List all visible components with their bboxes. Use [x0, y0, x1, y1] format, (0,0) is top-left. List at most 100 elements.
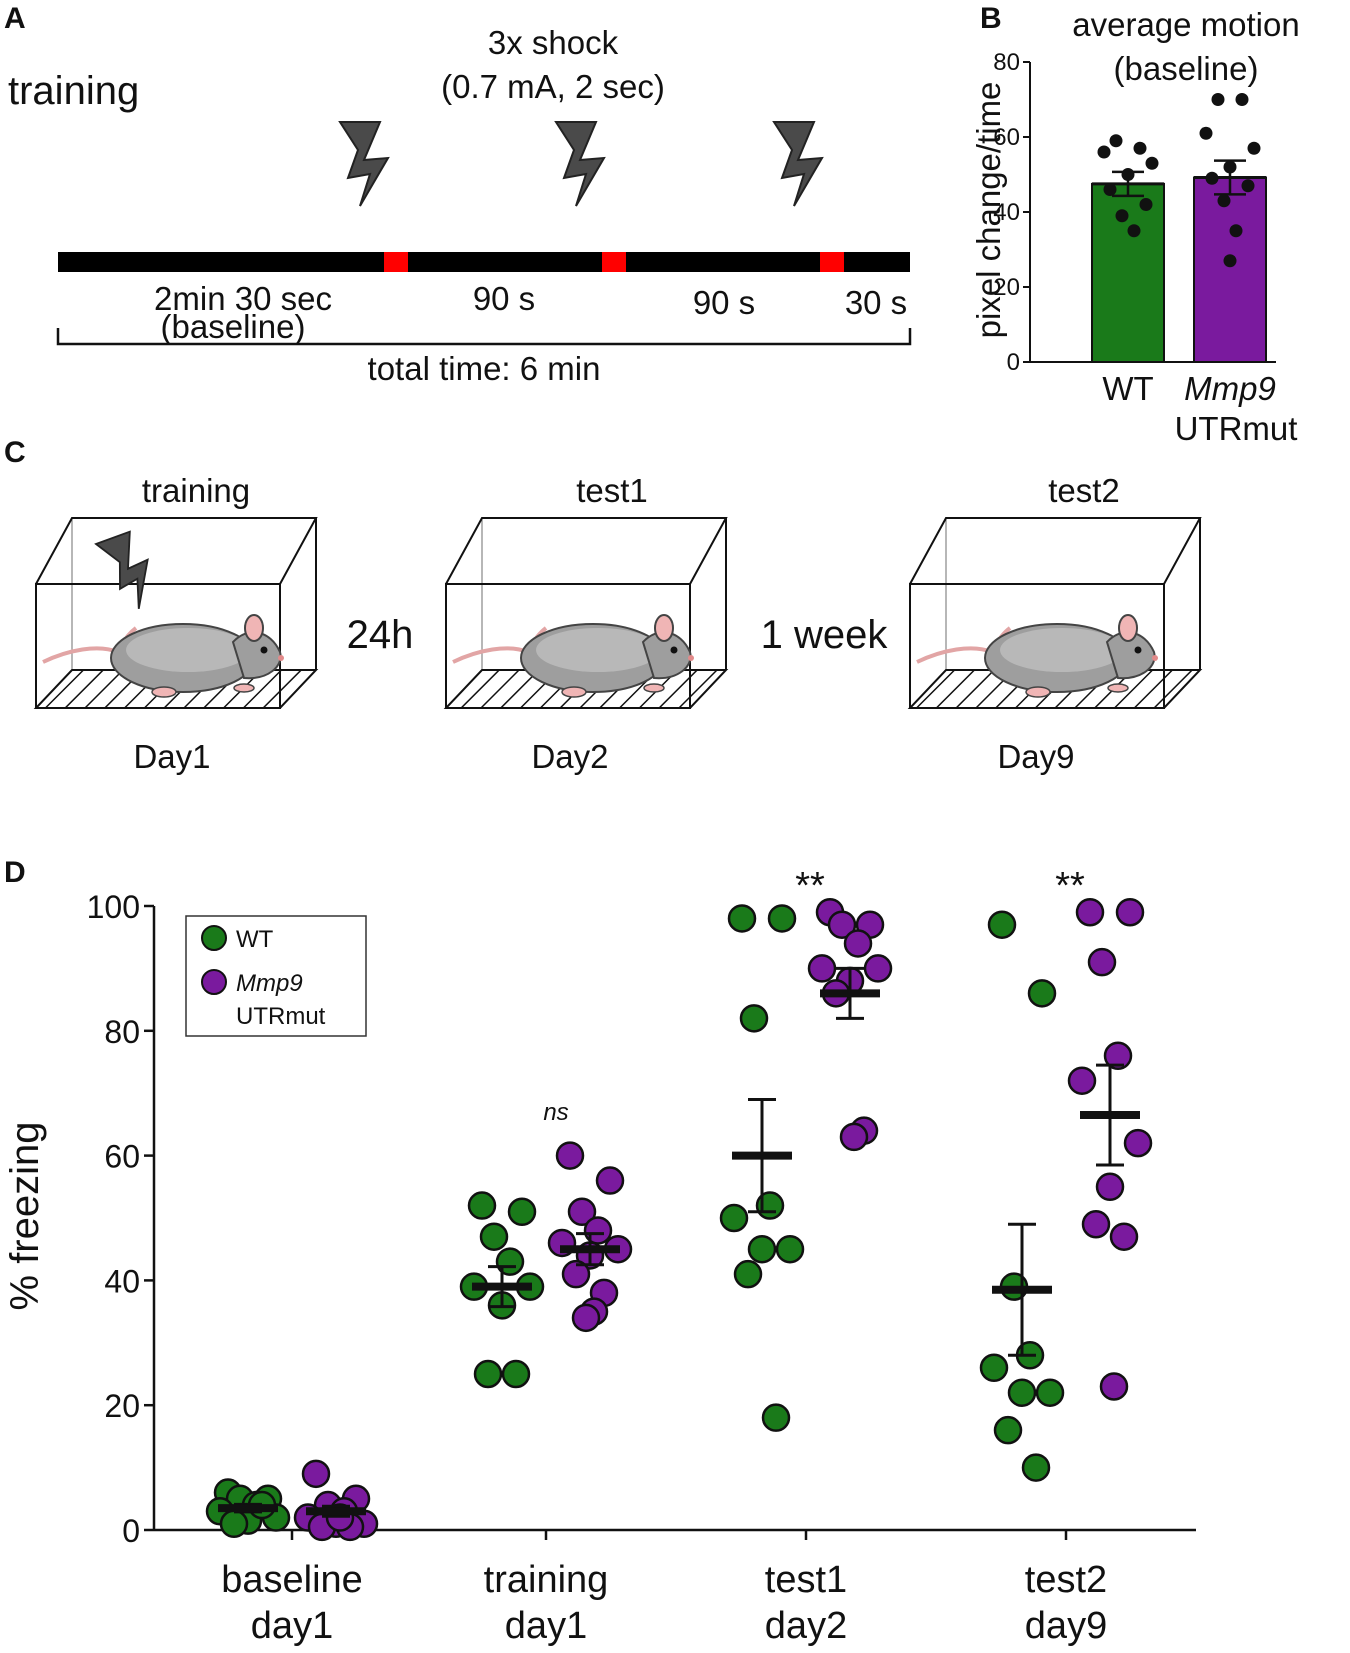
chart-b-point [1109, 134, 1123, 148]
chart-d-point [571, 1303, 601, 1333]
chart-d-point [775, 1234, 805, 1264]
chart-d-point [807, 954, 837, 983]
panel-d-label: D [4, 856, 26, 889]
chart-d-point [1021, 1453, 1051, 1482]
chart-d-significance: ** [1055, 865, 1085, 907]
chart-d-category-label: baseline [221, 1559, 363, 1601]
chart-d-point [1099, 1372, 1129, 1401]
chart-d-category-label: day9 [1025, 1605, 1107, 1647]
stage-title-test1: test1 [576, 472, 648, 509]
chart-d-point [1095, 1172, 1125, 1202]
chart-b-point [1097, 145, 1111, 159]
chart-d-ylabel: % freezing [3, 1122, 47, 1311]
chart-d-ytick-label: 40 [104, 1263, 140, 1299]
chart-d-point [1087, 947, 1117, 977]
legend-label-mut-2: UTRmut [236, 1003, 326, 1030]
chart-d-category-label: test2 [1025, 1559, 1107, 1601]
legend-marker-mut [201, 969, 227, 995]
chart-b-point [1199, 126, 1213, 140]
chart-b-category-label: Mmp9 [1184, 370, 1276, 407]
chart-d-point [719, 1203, 749, 1233]
chart-d-ytick-label: 20 [104, 1388, 140, 1424]
chart-d-point [1115, 897, 1145, 927]
chart-b-bar [1091, 182, 1165, 363]
chart-d-point [1035, 1378, 1065, 1407]
chamber-training [33, 517, 319, 709]
chart-b-title: average motion [1072, 6, 1299, 43]
panel-b-label: B [980, 2, 1002, 35]
chart-d-point [1081, 1209, 1111, 1239]
chart-d-point [555, 1141, 585, 1170]
chart-d-category-label: training [484, 1559, 609, 1601]
shock-bolt-1 [339, 121, 389, 207]
chart-b-point [1205, 171, 1219, 185]
chamber-test1 [443, 517, 729, 709]
chart-b-point [1115, 209, 1129, 223]
chart-d-point [733, 1259, 763, 1289]
chamber-bolt-icon [95, 528, 164, 616]
chamber-test2 [907, 517, 1203, 709]
total-bracket [56, 328, 912, 346]
chart-d-significance: ** [795, 865, 825, 907]
chart-b-ytick-label: 80 [993, 49, 1020, 76]
chart-d-category-label: day1 [251, 1605, 333, 1647]
chart-d-point [507, 1197, 537, 1227]
chart-b-ytick-label: 20 [993, 274, 1020, 301]
chart-d-point [595, 1166, 625, 1195]
chart-b-subtitle: (baseline) [1114, 50, 1259, 87]
chart-d-ytick-label: 60 [104, 1139, 140, 1175]
chart-d-point [567, 1197, 597, 1227]
chart-d-point [843, 929, 873, 958]
stage-title-training: training [142, 472, 250, 509]
chart-d-point [1027, 979, 1057, 1008]
legend-marker-wt [201, 925, 227, 951]
chart-d-category-label: test1 [765, 1559, 847, 1601]
shock-marker-2 [602, 252, 626, 272]
stage-title-test2: test2 [1048, 472, 1120, 509]
chart-d-ytick-label: 100 [87, 889, 140, 925]
stage-day-2: Day2 [531, 738, 608, 775]
chart-d-point [1075, 897, 1105, 927]
chart-d-point [979, 1353, 1009, 1383]
chart-d: 020406080100baselineday1trainingday1nste… [87, 865, 1196, 1647]
segment-sublabel-baseline: (baseline) [161, 308, 306, 345]
panel-a-title: training [8, 69, 139, 113]
chart-d-point [863, 954, 893, 983]
chart-d-point [727, 904, 757, 933]
segment-label-2: 90 s [473, 280, 535, 317]
segment-label-baseline: 2min 30 sec [154, 280, 332, 317]
chart-b-category-label: WT [1102, 370, 1153, 407]
chart-d-ytick-label: 80 [104, 1014, 140, 1050]
chart-d-category-label: day2 [765, 1605, 847, 1647]
segment-label-4: 30 s [845, 284, 907, 321]
stage-day-9: Day9 [997, 738, 1074, 775]
chart-b-point [1133, 141, 1147, 155]
chart-d-category-label: day1 [505, 1605, 587, 1647]
total-time-label: total time: 6 min [368, 350, 601, 387]
chart-d-significance: ns [543, 1099, 568, 1126]
shock-subtitle: (0.7 mA, 2 sec) [441, 68, 665, 105]
chart-d-point [761, 1403, 791, 1432]
chart-b-ylabel: pixel change/time [970, 82, 1007, 339]
shock-title: 3x shock [488, 24, 619, 61]
chart-b-point [1103, 183, 1117, 196]
chart-b-point [1223, 254, 1237, 268]
chart-b-ytick-label: 0 [1007, 349, 1020, 376]
shock-bolt-3 [773, 121, 823, 207]
chart-b-point [1127, 224, 1141, 238]
chart-d-point [1103, 1041, 1133, 1071]
timeline-bar [58, 252, 910, 272]
chart-d-point [747, 1234, 777, 1264]
chart-d-point [827, 910, 857, 939]
chart-d-point [987, 910, 1017, 939]
shock-bolt-2 [555, 121, 605, 207]
chart-d-point [1067, 1066, 1097, 1095]
chart-b-point [1121, 168, 1135, 181]
shock-marker-1 [384, 252, 408, 272]
chart-b-point [1145, 156, 1159, 170]
chart-b-point [1217, 194, 1231, 208]
chart-d-point [739, 1004, 769, 1033]
chart-d-point [993, 1415, 1023, 1445]
gap-24h: 24h [347, 613, 414, 657]
